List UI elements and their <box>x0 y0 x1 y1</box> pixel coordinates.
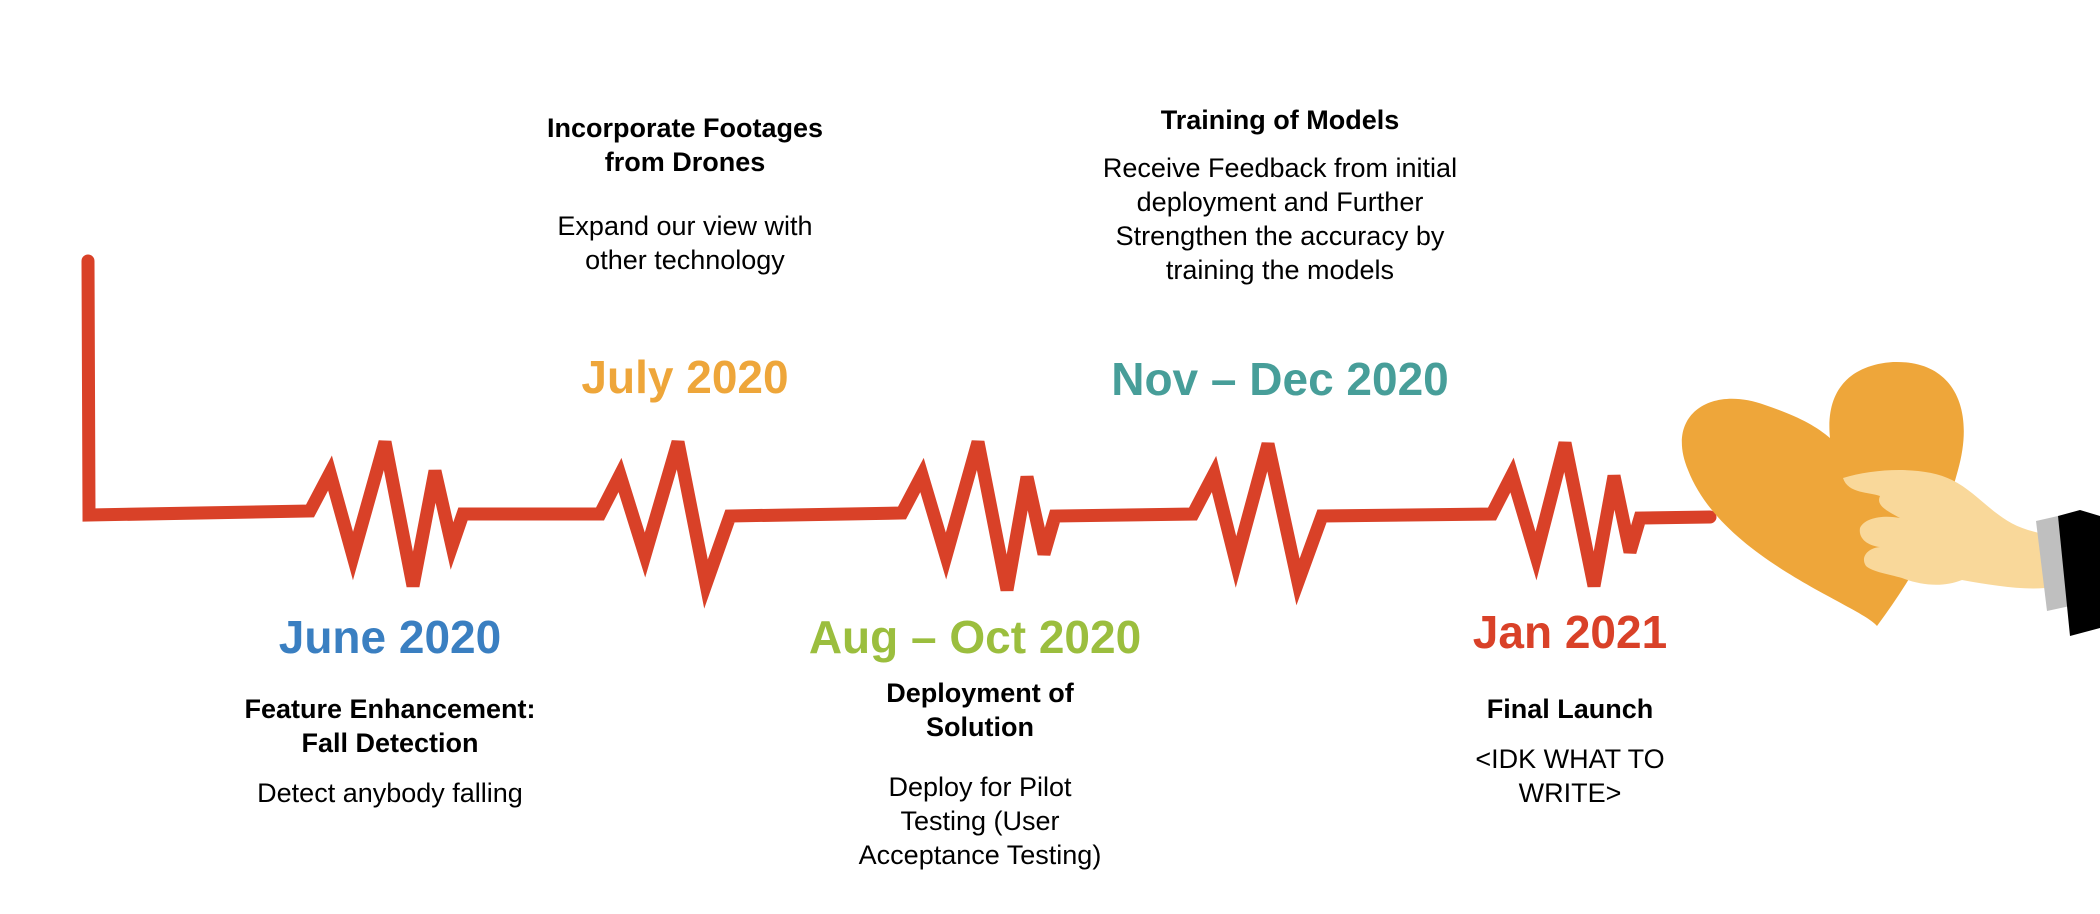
milestone-title-line: Training of Models <box>1060 103 1500 137</box>
milestone-nov-dec-2020-details: Training of Models Receive Feedback from… <box>1060 103 1500 287</box>
milestone-desc-line: deployment and Further <box>1060 185 1500 219</box>
milestone-desc-line: Deploy for Pilot <box>810 770 1150 804</box>
milestone-title-line: Fall Detection <box>200 726 580 760</box>
milestone-july-2020-details: Incorporate Footages from Drones Expand … <box>500 111 870 277</box>
milestone-date: Aug – Oct 2020 <box>770 611 1180 664</box>
milestone-description: Deploy for Pilot Testing (User Acceptanc… <box>810 770 1150 872</box>
milestone-title-line: Final Launch <box>1430 692 1710 726</box>
milestone-desc-line: other technology <box>500 243 870 277</box>
milestone-date: July 2020 <box>510 351 860 404</box>
milestone-aug-oct-2020: Aug – Oct 2020 <box>770 611 1180 664</box>
milestone-description: Expand our view with other technology <box>500 209 870 277</box>
milestone-description: Receive Feedback from initial deployment… <box>1060 151 1500 287</box>
milestone-desc-line: WRITE> <box>1430 776 1710 810</box>
milestone-desc-line: Testing (User <box>810 804 1150 838</box>
milestone-title: Final Launch <box>1430 692 1710 726</box>
milestone-date: Jan 2021 <box>1410 606 1730 659</box>
heartbeat-timeline-line <box>88 261 1710 590</box>
milestone-title-line: Incorporate Footages <box>500 111 870 145</box>
milestone-description: <IDK WHAT TO WRITE> <box>1430 742 1710 810</box>
milestone-june-2020: June 2020 <box>210 611 570 664</box>
milestone-desc-line: training the models <box>1060 253 1500 287</box>
milestone-jan-2021: Jan 2021 <box>1410 606 1730 659</box>
milestone-title: Training of Models <box>1060 103 1500 137</box>
milestone-june-2020-details: Feature Enhancement: Fall Detection Dete… <box>200 692 580 810</box>
milestone-desc-line: Strengthen the accuracy by <box>1060 219 1500 253</box>
milestone-jan-2021-details: Final Launch <IDK WHAT TO WRITE> <box>1430 692 1710 810</box>
milestone-title-line: Deployment of <box>810 676 1150 710</box>
milestone-aug-oct-2020-details: Deployment of Solution Deploy for Pilot … <box>810 676 1150 872</box>
milestone-title-line: from Drones <box>500 145 870 179</box>
milestone-desc-line: Expand our view with <box>500 209 870 243</box>
milestone-july-2020: July 2020 <box>510 351 860 404</box>
milestone-title: Deployment of Solution <box>810 676 1150 744</box>
jacket-sleeve <box>2058 510 2100 636</box>
milestone-date: June 2020 <box>210 611 570 664</box>
milestone-desc-line: <IDK WHAT TO <box>1430 742 1710 776</box>
milestone-desc-line: Detect anybody falling <box>200 776 580 810</box>
milestone-title-line: Feature Enhancement: <box>200 692 580 726</box>
milestone-title: Incorporate Footages from Drones <box>500 111 870 179</box>
milestone-desc-line: Receive Feedback from initial <box>1060 151 1500 185</box>
heart-in-hand-illustration <box>1682 362 2100 636</box>
milestone-desc-line: Acceptance Testing) <box>810 838 1150 872</box>
milestone-date: Nov – Dec 2020 <box>1080 353 1480 406</box>
milestone-title-line: Solution <box>810 710 1150 744</box>
milestone-description: Detect anybody falling <box>200 776 580 810</box>
milestone-title: Feature Enhancement: Fall Detection <box>200 692 580 760</box>
milestone-nov-dec-2020: Nov – Dec 2020 <box>1080 353 1480 406</box>
